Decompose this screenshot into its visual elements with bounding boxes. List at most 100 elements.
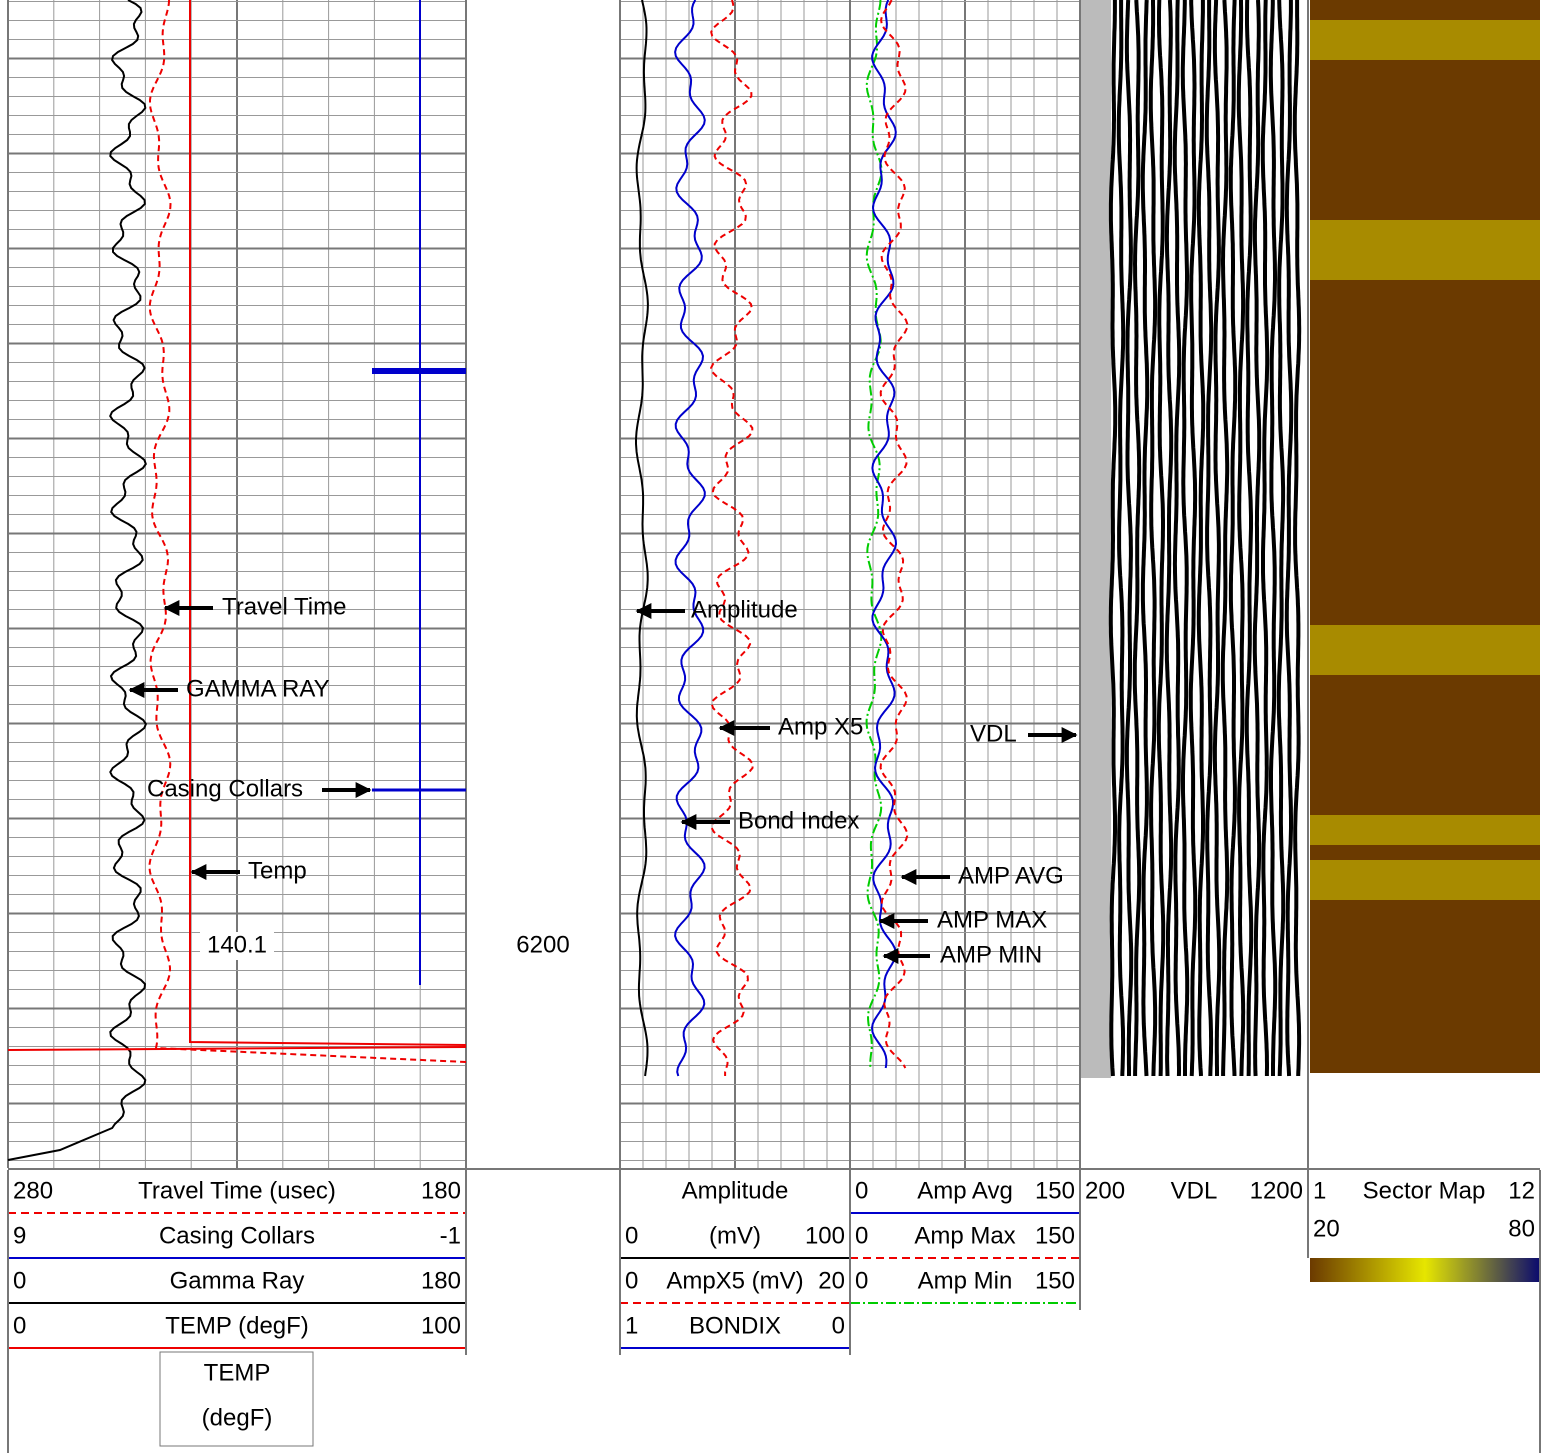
vdl-stripe [1180,0,1190,1076]
scale-left: 0 [625,1267,638,1294]
annotation: VDL [970,720,1017,747]
temp-line [7,1046,467,1051]
scale-right: 150 [1035,1177,1075,1204]
annotation: AMP MIN [940,941,1042,968]
vdl-stripe [1140,0,1150,1077]
scale-right: 100 [421,1312,461,1339]
temp-box-text: (degF) [202,1404,273,1431]
annotation: Bond Index [738,807,859,834]
vdl-stripe [1164,0,1174,1077]
amp-min-curve [865,0,883,1069]
annotation: AMP MAX [937,906,1047,933]
scale-right: 0 [832,1312,845,1339]
scale-right: 12 [1508,1177,1535,1204]
curve-name: Amp Max [914,1222,1015,1249]
scale-left: 200 [1085,1177,1125,1204]
annotation: Casing Collars [147,775,303,802]
sector-map-background [1310,0,1540,1073]
scale-left: 0 [855,1267,868,1294]
vdl-stripe [1244,0,1254,1077]
amp-avg-curve [870,0,898,1069]
vdl-stripe [1204,0,1214,1077]
curve-name: AmpX5 (mV) [666,1267,803,1294]
curve-name: (mV) [709,1222,761,1249]
temp-readout: 140.1 [207,931,267,958]
curve-name: Travel Time (usec) [138,1177,336,1204]
colorbar-min: 20 [1313,1215,1340,1242]
vdl-stripe [1132,0,1142,1076]
scale-right: 100 [805,1222,845,1249]
gamma-ray-curve [7,0,148,1161]
sector-map-band [1310,860,1540,900]
sector-map-band [1310,625,1540,675]
scale-left: 0 [855,1222,868,1249]
curve-name: TEMP (degF) [165,1312,309,1339]
vdl-stripe [1228,0,1238,1077]
scale-left: 1 [1313,1177,1326,1204]
vdl-stripe [1236,0,1246,1077]
curve-name: Casing Collars [159,1222,315,1249]
vdl-stripe [1188,0,1198,1077]
sector-map-band [1310,20,1540,60]
bond-index-curve [674,0,706,1077]
scale-left: 0 [13,1312,26,1339]
curves [7,0,1540,1161]
vdl-stripe [1124,0,1134,1076]
vdl-stripe [1172,0,1182,1077]
amp-max-curve [879,0,909,1069]
vdl-stripe [1284,0,1294,1077]
vdl-stripe [1108,0,1118,1077]
curve-name: Gamma Ray [170,1267,305,1294]
vdl-early [1081,0,1111,1078]
scale-left: 9 [13,1222,26,1249]
vdl-stripe [1148,0,1158,1077]
vdl-stripe [1196,0,1206,1077]
annotation: AMP AVG [958,862,1064,889]
vdl-stripe [1156,0,1166,1077]
grid [7,0,1309,1168]
scale-left: 0 [13,1267,26,1294]
temp-curve [189,0,467,1046]
annotation: Amp X5 [778,713,863,740]
scale-right: 1200 [1250,1177,1303,1204]
travel-time-curve [148,0,467,1063]
scale-left: 0 [855,1177,868,1204]
curve-name: BONDIX [689,1312,781,1339]
amp-x5-curve [710,0,754,1076]
curve-name: Amp Min [918,1267,1013,1294]
sector-map-band [1310,815,1540,845]
scale-left: 280 [13,1177,53,1204]
annotation: Amplitude [691,596,798,623]
scale-right: 20 [818,1267,845,1294]
temp-box [159,1351,314,1447]
scale-right: 150 [1035,1267,1075,1294]
annotation: Travel Time [222,593,346,620]
curve-name: VDL [1171,1177,1218,1204]
amplitude-curve [635,0,649,1077]
vdl-stripe [1116,0,1126,1077]
vdl-stripe [1220,0,1230,1076]
scale-right: 150 [1035,1222,1075,1249]
scale-left: 0 [625,1222,638,1249]
curve-name: Amp Avg [917,1177,1013,1204]
scale-left: 1 [625,1312,638,1339]
annotation: GAMMA RAY [186,675,330,702]
depth-label: 6200 [516,931,569,958]
vdl-stripe [1268,0,1278,1076]
track-title: Amplitude [682,1177,789,1204]
scale-right: 180 [421,1177,461,1204]
annotation: Temp [248,857,307,884]
scale-right: -1 [440,1222,461,1249]
vdl-stripe [1252,0,1262,1077]
vdl-stripe [1292,0,1302,1077]
labels: Travel Time GAMMA RAY Temp Amplitude Amp X5 B… [7,593,1541,1453]
colorbar-max: 80 [1508,1215,1535,1242]
colorbar [1310,1258,1540,1282]
vdl-stripe [1276,0,1286,1077]
temp-box-text: TEMP [204,1359,271,1386]
vdl-stripe [1212,0,1222,1076]
curve-name: Sector Map [1363,1177,1486,1204]
scale-right: 180 [421,1267,461,1294]
sector-map-band [1310,220,1540,280]
